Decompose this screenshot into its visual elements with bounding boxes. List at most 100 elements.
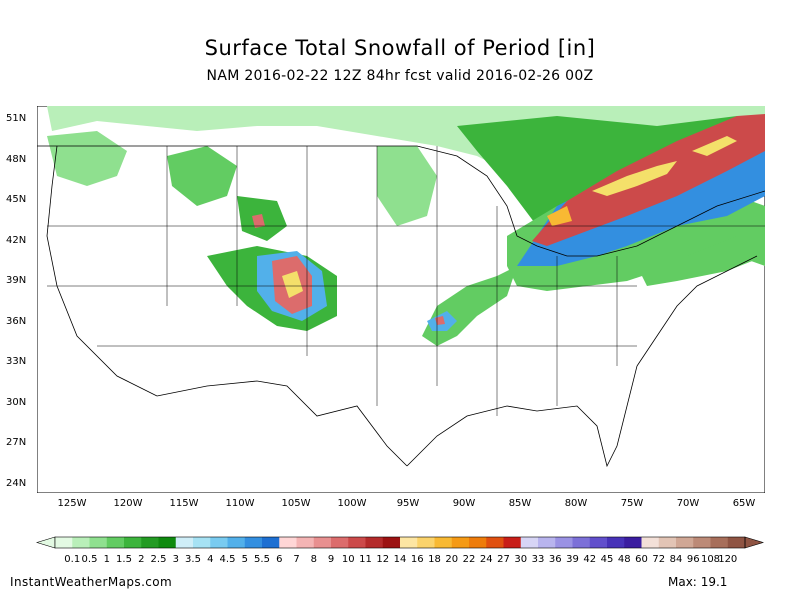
snow-colorado-yellow	[282, 271, 303, 298]
colorbar-swatch	[244, 537, 263, 548]
longitude-label: 65W	[732, 498, 756, 509]
latitude-label: 33N	[6, 356, 27, 367]
colorbar-label: 14	[393, 554, 407, 565]
latitude-label: 45N	[6, 194, 27, 205]
colorbar-swatch	[227, 537, 246, 548]
longitude-label: 115W	[169, 498, 199, 509]
colorbar-label: 9	[327, 554, 335, 565]
colorbar-label: 2	[138, 554, 145, 565]
colorbar-label: 24	[479, 554, 493, 565]
colorbar-swatch	[382, 537, 401, 548]
latitude-label: 24N	[6, 477, 27, 489]
colorbar-swatch	[72, 537, 90, 548]
colorbar-label: 4	[207, 554, 214, 565]
colorbar-swatch	[693, 537, 711, 548]
max-value: 19.1	[700, 575, 728, 589]
longitude-label: 80W	[564, 498, 588, 509]
colorbar-swatch	[555, 537, 573, 548]
latitude-label: 39N	[6, 275, 27, 286]
colorbar-min-arrow	[35, 536, 56, 549]
colorbar-label: 108	[700, 554, 721, 565]
max-label: Max:	[668, 575, 697, 589]
colorbar-label: 36	[548, 554, 562, 565]
colorbar-swatch	[331, 537, 349, 548]
snow-dakota-green	[377, 146, 437, 226]
colorbar-swatch	[158, 537, 177, 548]
snowfall-shading	[47, 106, 765, 346]
colorbar-label: 48	[617, 554, 631, 565]
boundaries	[37, 145, 765, 468]
longitude-label: 105W	[281, 498, 311, 509]
colorbar-label: 0.5	[81, 554, 98, 565]
snow-northeast-green	[637, 226, 765, 286]
latitude-label: 27N	[6, 437, 27, 448]
colorbar-label: 5.5	[254, 554, 270, 565]
snow-montana-green	[167, 146, 237, 206]
colorbar-swatch	[572, 537, 591, 548]
state-lines	[47, 146, 765, 416]
colorbar-swatch	[106, 537, 125, 548]
snow-arkansas-red	[435, 316, 445, 325]
colorbar-swatch	[624, 537, 642, 548]
colorbar-swatch	[141, 537, 159, 548]
colorbar	[35, 536, 765, 549]
colorbar-label: 39	[566, 554, 579, 565]
colorbar-swatch	[676, 537, 694, 548]
latitude-label: 42N	[6, 234, 27, 246]
colorbar-label: 45	[600, 554, 614, 565]
colorbar-label: 1.5	[116, 554, 132, 565]
colorbar-label: 60	[635, 554, 648, 565]
colorbar-label: 2.5	[150, 554, 167, 565]
snow-band-yellow-3	[547, 206, 572, 226]
colorbar-swatch	[210, 537, 228, 548]
colorbar-swatch	[710, 537, 729, 548]
source-label: InstantWeatherMaps.com	[10, 575, 173, 589]
colorbar-swatch	[469, 537, 487, 548]
colorbar-label: 3	[172, 554, 179, 565]
gulf-coast	[406, 365, 638, 468]
colorbar-label: 5	[241, 554, 248, 565]
colorbar-label: 120	[718, 554, 738, 565]
colorbar-swatch	[520, 537, 539, 548]
colorbar-swatch	[503, 537, 522, 548]
colorbar-label: 7	[293, 554, 300, 565]
colorbar-swatch	[434, 537, 453, 548]
colorbar-swatch	[417, 537, 435, 548]
colorbar-swatch	[607, 537, 625, 548]
colorbar-label: 42	[583, 554, 597, 565]
colorbar-label: 12	[376, 554, 390, 565]
colorbar-swatch	[451, 537, 470, 548]
colorbar-swatch	[538, 537, 556, 548]
longitude-label: 120W	[113, 498, 143, 509]
longitude-label: 100W	[337, 498, 367, 509]
longitude-label: 110W	[225, 498, 255, 509]
colorbar-label: 96	[686, 554, 700, 565]
map-title: Surface Total Snowfall of Period [in]	[204, 36, 596, 60]
colorbar-label: 16	[410, 554, 424, 565]
colorbar-label: 33	[531, 554, 545, 565]
longitude-label: 90W	[452, 498, 476, 509]
colorbar-label: 6	[276, 554, 283, 565]
snow-wyoming-red	[252, 214, 265, 228]
map-subtitle: NAM 2016-02-22 12Z 84hr fcst valid 2016-…	[206, 68, 594, 84]
longitude-label: 95W	[396, 498, 420, 509]
max-readout: Max: 19.1	[668, 575, 727, 589]
east-coast	[636, 255, 758, 367]
colorbar-swatch	[279, 537, 297, 548]
us-mexico-border	[156, 380, 408, 467]
colorbar-swatch	[641, 537, 660, 548]
colorbar-label: 11	[359, 554, 372, 565]
colorbar-label: 1	[103, 554, 110, 565]
colorbar-label: 0.1	[64, 554, 81, 565]
colorbar-swatch	[365, 537, 384, 548]
colorbar-swatch	[262, 537, 280, 548]
colorbar-swatch	[89, 537, 108, 548]
snowfall-map	[37, 106, 765, 493]
colorbar-swatch	[193, 537, 211, 548]
snow-band-yellow	[592, 161, 677, 196]
colorbar-swatch	[486, 537, 504, 548]
latitude-label: 30N	[6, 396, 27, 408]
colorbar-label: 8	[310, 554, 317, 565]
colorbar-swatch	[124, 537, 142, 548]
colorbar-swatch	[313, 537, 332, 548]
